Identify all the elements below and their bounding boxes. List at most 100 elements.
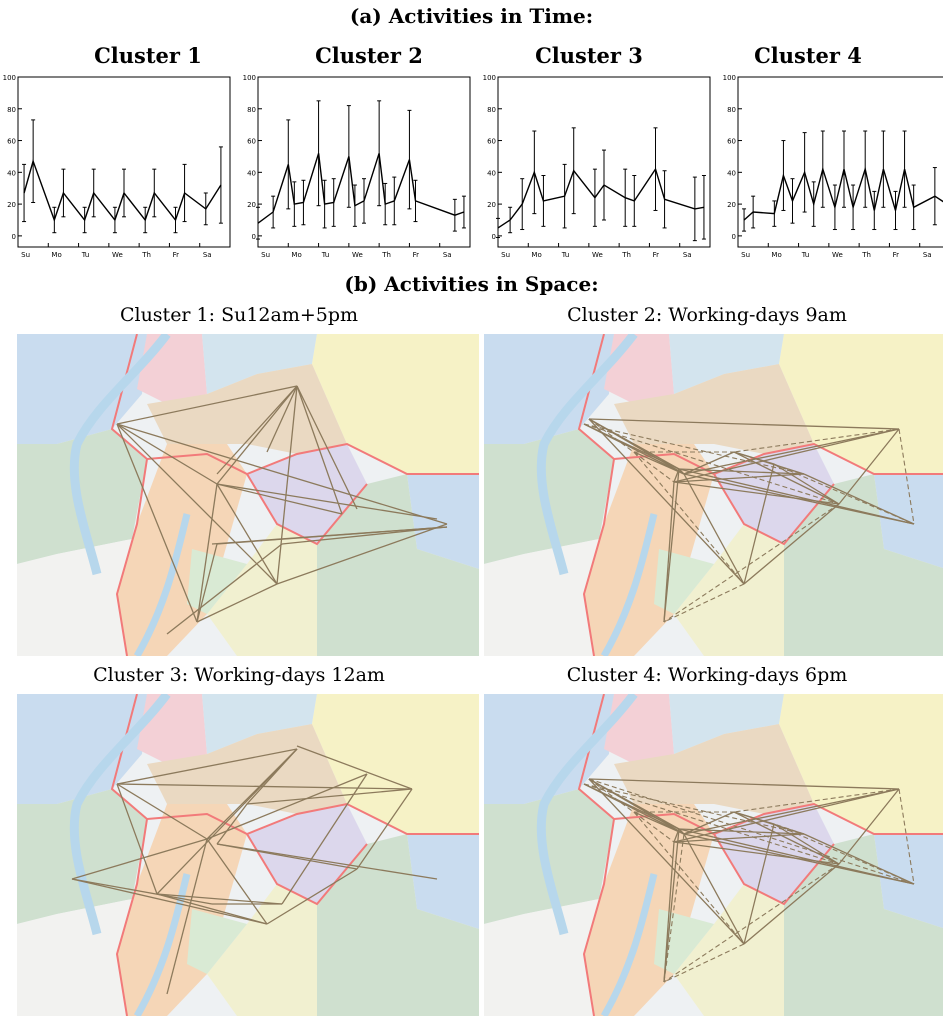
flow-edge: [683, 788, 900, 835]
flow-edge: [356, 788, 413, 870]
region-northeast: [779, 334, 943, 474]
flow-edge: [773, 463, 840, 505]
flow-edge: [216, 803, 248, 845]
boundary-south: [246, 833, 368, 906]
y-tick-label: 0: [12, 233, 16, 241]
boundary-central: [146, 802, 479, 836]
river-saone: [133, 513, 191, 656]
flow-edge: [678, 828, 805, 835]
x-tick-label: Su: [21, 251, 30, 259]
flow-edge-dashed: [733, 428, 900, 453]
x-tick-label: Su: [501, 251, 510, 259]
y-tick-label: 20: [487, 201, 496, 209]
boundary-west: [110, 334, 149, 656]
flow-edge-dashed: [773, 823, 805, 835]
flow-edge: [211, 526, 448, 545]
region-south-yellow: [674, 524, 784, 656]
series-line: [23, 158, 222, 223]
plot-frame: [737, 76, 943, 248]
chart-cluster-2: 0 20 40 60 80 100 Su Mo Tu We Th Fr Sa: [243, 74, 471, 259]
map-cluster-3: [17, 694, 479, 1016]
y-tick-label: 100: [723, 74, 736, 82]
flow-edge: [196, 583, 278, 623]
flow-edge: [678, 828, 915, 885]
flow-edge: [196, 483, 218, 623]
flow-edge-dashed: [898, 788, 915, 885]
x-tick-label: Th: [141, 251, 151, 259]
flow-edge: [116, 783, 158, 895]
flow-edge-dashed: [583, 423, 805, 475]
flow-edge: [673, 428, 900, 483]
x-tick-label: We: [832, 251, 843, 259]
region-west-green: [484, 429, 614, 564]
flow-edge-dashed: [773, 463, 915, 525]
plot-frame: [257, 76, 471, 248]
chart-cluster-4: 0 20 40 60 80 100 Su Mo Tu We Th Fr Sa: [723, 74, 943, 259]
region-central-strip: [117, 804, 247, 1016]
region-north-pink: [604, 694, 674, 764]
flow-edge-dashed: [583, 783, 805, 835]
x-tick-label: Su: [261, 251, 270, 259]
x-tick-label: Th: [861, 251, 871, 259]
region-north-blue: [202, 694, 317, 754]
flow-edge: [683, 833, 745, 945]
flow-edge: [588, 418, 685, 475]
y-tick-label: 20: [247, 201, 256, 209]
flow-edge: [733, 811, 840, 865]
flow-edge-dashed: [588, 778, 915, 885]
series-line: [257, 153, 465, 224]
flow-edge: [296, 385, 358, 510]
region-southeast-green: [317, 834, 479, 1016]
x-tick-label: Th: [381, 251, 391, 259]
flow-edge-dashed: [583, 783, 840, 865]
series-line: [497, 167, 705, 229]
flow-edge: [683, 428, 900, 475]
y-tick-label: 80: [7, 106, 16, 114]
map-caption-1: Cluster 1: Su12am+5pm: [119, 304, 359, 326]
flow-edge: [216, 483, 343, 515]
flow-edge: [673, 841, 840, 865]
series-line: [743, 166, 943, 221]
map-caption-4: Cluster 4: Working-days 6pm: [566, 664, 848, 686]
flow-edge: [71, 878, 268, 925]
boundary-south: [713, 833, 835, 906]
map-cluster-4: [484, 694, 943, 1016]
flow-edge: [663, 481, 675, 623]
flow-edge: [216, 385, 298, 485]
flow-edge: [733, 451, 805, 475]
flow-edge: [216, 483, 438, 520]
flow-edge: [71, 878, 213, 905]
flow-edge: [743, 463, 775, 585]
map-caption-3: Cluster 3: Working-days 12am: [93, 664, 385, 686]
chart-title-2: Cluster 2: [315, 43, 423, 68]
flow-edge: [743, 503, 840, 585]
river-rhone: [69, 694, 171, 936]
flow-edge: [588, 418, 745, 585]
region-north-pink: [137, 334, 207, 404]
flow-edge-dashed: [583, 423, 840, 505]
flow-edge: [116, 423, 448, 525]
x-tick-label: Fr: [173, 251, 180, 259]
region-west-green: [17, 429, 147, 564]
y-tick-label: 0: [732, 233, 736, 241]
y-tick-label: 40: [7, 169, 16, 177]
y-tick-label: 100: [483, 74, 496, 82]
y-tick-label: 0: [252, 233, 256, 241]
flow-edge: [166, 543, 283, 635]
flow-edge-dashed: [663, 863, 840, 983]
boundary-west: [577, 694, 616, 1016]
flow-edge: [266, 385, 298, 453]
river-rhone: [69, 334, 171, 576]
region-south-yellow: [207, 524, 317, 656]
boundary-south: [713, 473, 835, 546]
x-tick-label: Sa: [923, 251, 932, 259]
flow-edge: [588, 778, 685, 835]
region-south-yellow: [674, 884, 784, 1016]
region-west-green: [484, 789, 614, 924]
region-northeast: [779, 694, 943, 834]
y-tick-label: 60: [487, 138, 496, 146]
boundary-central: [613, 442, 943, 476]
region-east-blue: [407, 834, 479, 929]
region-central-north: [614, 724, 814, 814]
region-north-pink: [137, 694, 207, 764]
